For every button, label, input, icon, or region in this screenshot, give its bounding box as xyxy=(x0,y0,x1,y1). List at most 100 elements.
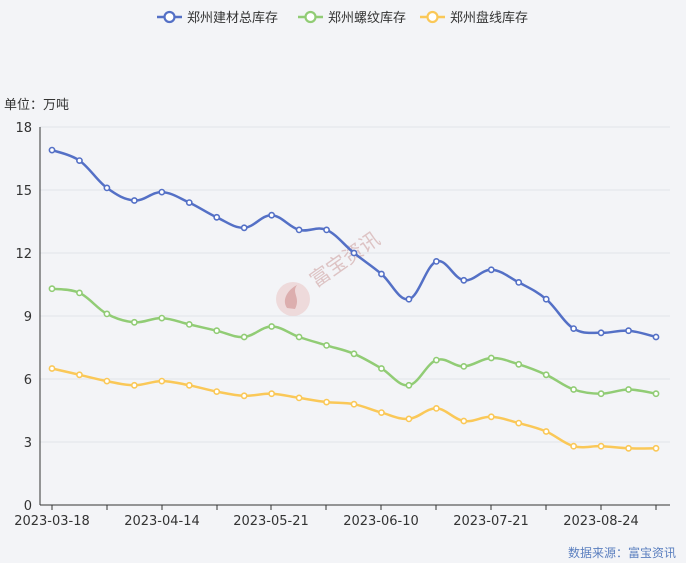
data-point[interactable] xyxy=(103,184,111,192)
legend-item[interactable]: 郑州螺纹库存 xyxy=(298,10,406,26)
data-point[interactable] xyxy=(487,354,495,362)
data-point[interactable] xyxy=(130,318,138,326)
data-point[interactable] xyxy=(130,197,138,204)
grid-lines xyxy=(40,126,670,443)
data-point[interactable] xyxy=(542,428,550,435)
data-point[interactable] xyxy=(213,213,221,221)
data-point[interactable] xyxy=(515,419,523,427)
data-point[interactable] xyxy=(240,392,248,400)
data-point[interactable] xyxy=(570,442,578,450)
data-point[interactable] xyxy=(432,404,440,412)
data-point[interactable] xyxy=(542,295,550,303)
watermark-text: 富宝资讯 xyxy=(305,227,384,293)
data-point[interactable] xyxy=(597,442,605,450)
data-point[interactable] xyxy=(295,333,303,341)
data-point[interactable] xyxy=(103,310,111,318)
data-point[interactable] xyxy=(213,388,221,395)
data-point[interactable] xyxy=(268,211,276,219)
data-point[interactable] xyxy=(48,285,56,293)
data-point[interactable] xyxy=(378,409,385,416)
data-point[interactable] xyxy=(240,224,248,232)
x-tick-label: 2023-06-10 xyxy=(343,514,419,529)
data-point[interactable] xyxy=(405,381,413,389)
data-point[interactable] xyxy=(295,226,303,234)
data-point[interactable] xyxy=(185,320,193,328)
data-point[interactable] xyxy=(76,371,83,379)
data-point[interactable] xyxy=(268,390,276,398)
x-tick-label: 2023-08-24 xyxy=(563,514,639,529)
data-point[interactable] xyxy=(487,266,495,274)
data-point[interactable] xyxy=(240,333,248,341)
data-point[interactable] xyxy=(185,199,193,206)
data-point[interactable] xyxy=(323,226,330,234)
x-tick-label: 2023-03-18 xyxy=(14,514,90,529)
data-point[interactable] xyxy=(185,381,193,389)
legend: 郑州建材总库存 郑州螺纹库存 郑州盘线库存 xyxy=(157,10,528,26)
data-point[interactable] xyxy=(625,444,632,452)
series-2 xyxy=(48,285,660,398)
data-point[interactable] xyxy=(103,377,111,385)
data-point[interactable] xyxy=(652,390,660,398)
data-point[interactable] xyxy=(652,333,660,341)
data-point[interactable] xyxy=(350,350,358,358)
data-point[interactable] xyxy=(323,398,330,406)
legend-item[interactable]: 郑州盘线库存 xyxy=(420,10,528,26)
data-point[interactable] xyxy=(625,386,632,393)
data-point[interactable] xyxy=(570,386,578,393)
data-point[interactable] xyxy=(76,289,83,297)
y-tick-label: 18 xyxy=(15,121,32,136)
legend-marker-icon xyxy=(163,10,176,24)
data-point[interactable] xyxy=(597,390,605,398)
data-point[interactable] xyxy=(76,157,83,164)
data-point[interactable] xyxy=(158,314,166,322)
x-tick-labels: 2023-03-18 2023-04-14 2023-05-21 2023-06-10… xyxy=(14,505,657,529)
x-tick-label: 2023-07-21 xyxy=(453,514,529,529)
legend-label: 郑州盘线库存 xyxy=(450,10,528,26)
data-point[interactable] xyxy=(597,329,605,337)
y-tick-label: 12 xyxy=(15,247,32,262)
data-point[interactable] xyxy=(323,341,330,349)
source-label: 数据来源：富宝资讯 xyxy=(568,545,676,560)
legend-label: 郑州建材总库存 xyxy=(187,10,278,26)
y-tick-label: 0 xyxy=(24,499,32,514)
data-point[interactable] xyxy=(432,356,440,364)
data-point[interactable] xyxy=(625,327,632,335)
data-point[interactable] xyxy=(405,295,413,303)
data-point[interactable] xyxy=(405,415,413,423)
unit-label: 单位：万吨 xyxy=(4,98,69,113)
watermark-logo-icon xyxy=(276,282,310,316)
data-point[interactable] xyxy=(542,371,550,379)
data-point[interactable] xyxy=(378,270,385,278)
data-point[interactable] xyxy=(213,327,221,335)
y-tick-labels: 0 3 6 9 12 15 18 xyxy=(15,121,32,514)
data-point[interactable] xyxy=(295,394,303,402)
data-point[interactable] xyxy=(515,360,523,368)
data-point[interactable] xyxy=(350,400,358,408)
series-line xyxy=(51,287,657,395)
watermark: 富宝资讯 xyxy=(276,227,384,316)
series-1 xyxy=(48,146,660,341)
data-point[interactable] xyxy=(378,365,385,372)
data-point[interactable] xyxy=(460,417,468,425)
series-3 xyxy=(48,365,660,452)
data-point[interactable] xyxy=(460,362,468,370)
y-tick-label: 9 xyxy=(24,310,32,325)
y-tick-label: 6 xyxy=(24,373,32,388)
legend-item[interactable]: 郑州建材总库存 xyxy=(157,10,278,26)
data-point[interactable] xyxy=(515,278,523,286)
data-point[interactable] xyxy=(48,365,56,372)
data-point[interactable] xyxy=(158,377,166,385)
data-point[interactable] xyxy=(570,325,578,332)
data-point[interactable] xyxy=(268,323,276,330)
data-point[interactable] xyxy=(432,257,440,265)
data-point[interactable] xyxy=(158,188,166,196)
legend-marker-icon xyxy=(426,10,439,24)
data-point[interactable] xyxy=(48,146,56,154)
data-point[interactable] xyxy=(350,249,358,257)
data-point[interactable] xyxy=(130,381,138,389)
data-point[interactable] xyxy=(487,413,495,421)
data-point[interactable] xyxy=(652,444,660,452)
data-point[interactable] xyxy=(460,276,468,284)
